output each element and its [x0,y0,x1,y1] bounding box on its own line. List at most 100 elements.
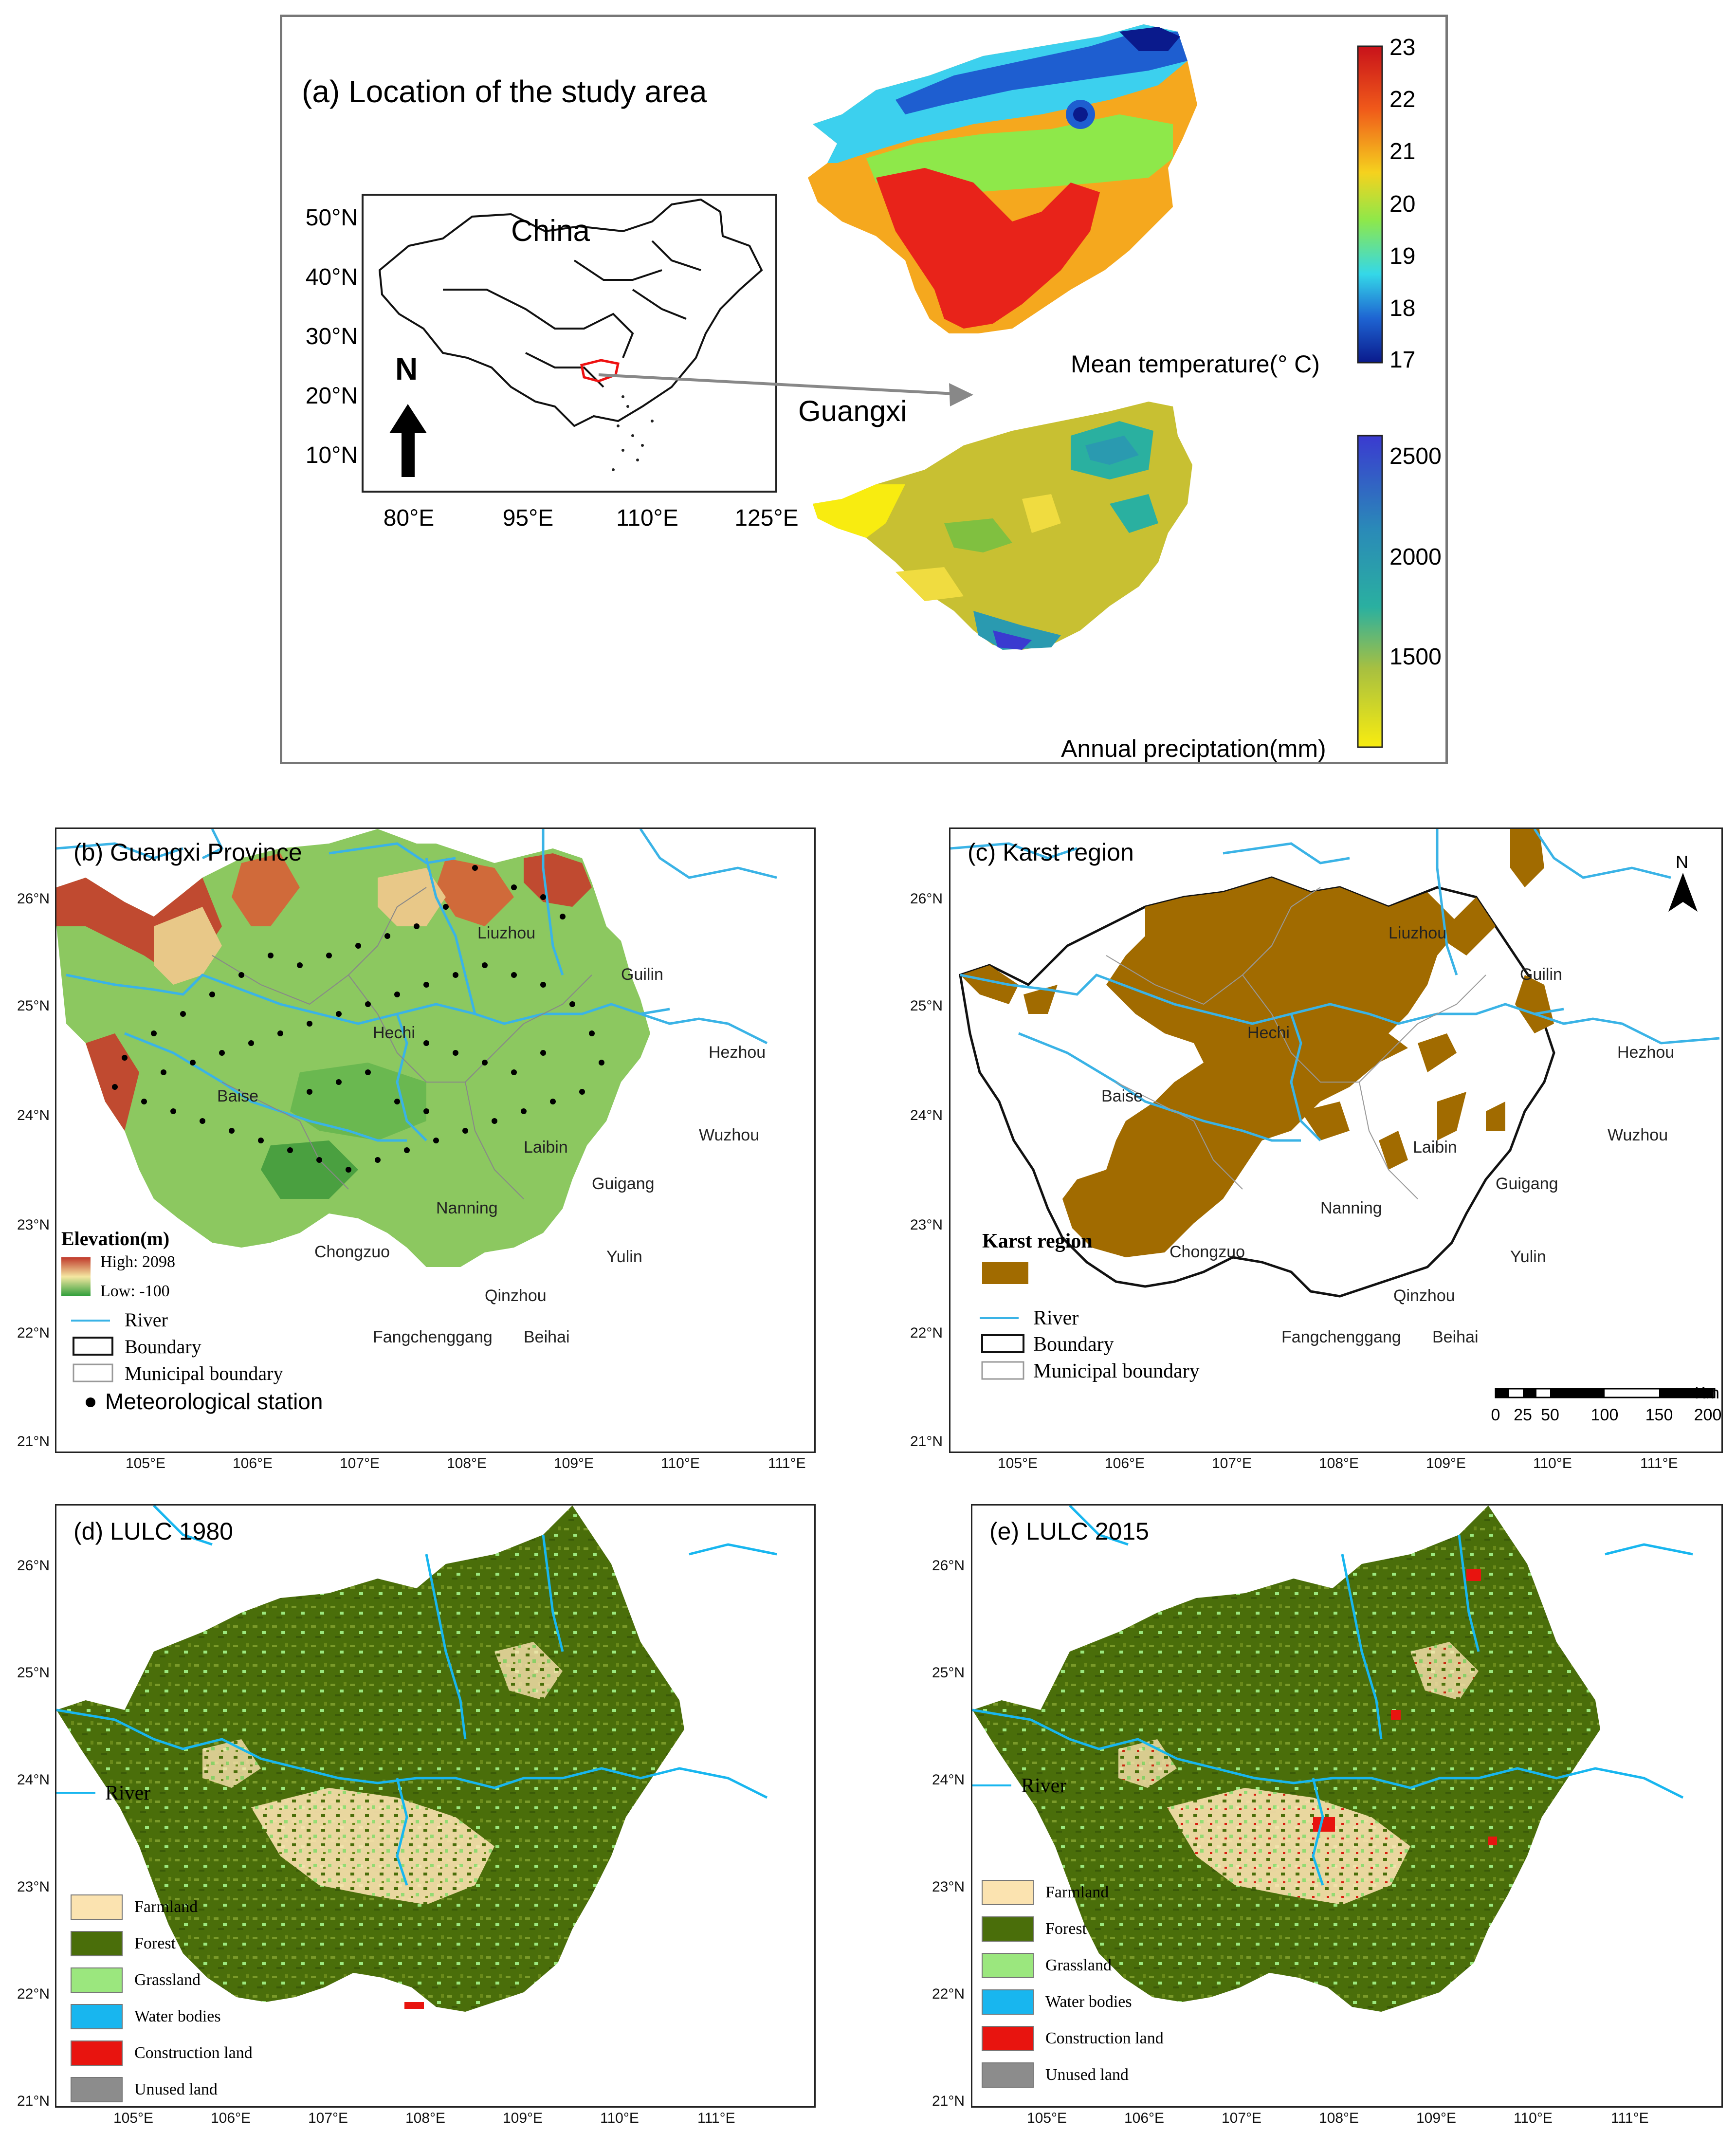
svg-text:95°E: 95°E [503,505,554,531]
lulc-2015-farmland-patches [1167,1788,1410,1905]
svg-text:Nanning: Nanning [1320,1199,1382,1217]
scale-ticks: 0 25 50 100 150 200 [1491,1406,1721,1424]
svg-text:17: 17 [1389,347,1415,373]
svg-text:Forest: Forest [134,1934,176,1952]
panel-e-legend: Farmland Forest Grassland Water bodies C… [982,1880,1164,2088]
panel-b-map: (b) Guangxi Province Liuzhou Guilin Hech… [56,829,777,1414]
svg-text:Hechi: Hechi [1247,1024,1290,1042]
municipal-boundaries-c [1106,887,1486,1199]
svg-text:Beihai: Beihai [1432,1328,1479,1346]
svg-text:125°E: 125°E [734,505,798,531]
svg-text:19: 19 [1389,243,1415,269]
municipal-boundaries-b [212,887,592,1199]
svg-text:Fangchenggang: Fangchenggang [1281,1328,1401,1346]
svg-text:Hezhou: Hezhou [709,1043,766,1062]
svg-text:Qinzhou: Qinzhou [485,1287,547,1305]
guangxi-arrow-head-icon [949,383,973,406]
boundary-c-legend-label: Boundary [1033,1333,1114,1356]
panel-a: (a) Location of the study area China N 5… [280,15,1448,764]
svg-text:Liuzhou: Liuzhou [477,924,535,942]
svg-text:23: 23 [1389,35,1415,60]
river-legend-label: River [125,1309,168,1331]
temperature-map [808,24,1197,333]
municipal-c-legend-label: Municipal boundary [1033,1360,1200,1382]
svg-text:2000: 2000 [1389,544,1442,570]
svg-text:Fangchenggang: Fangchenggang [373,1328,493,1346]
boundary-legend-swatch [73,1337,113,1356]
guangxi-arrow [598,373,964,396]
china-inset-frame [362,194,777,493]
lulc-1980-rivers [56,1506,777,1886]
svg-text:Unused land: Unused land [1045,2066,1129,2084]
svg-text:Chongzuo: Chongzuo [1170,1243,1245,1261]
river-c-legend-label: River [1033,1307,1078,1329]
inset-lat-ticks: 50°N 40°N 30°N 20°N 10°N [306,205,358,468]
panel-e-lon-ticks: 105°E 106°E 107°E 108°E 109°E 110°E 111°… [1027,2110,1649,2126]
svg-text:Wuzhou: Wuzhou [1608,1126,1668,1144]
panel-a-title: (a) Location of the study area [302,74,707,109]
svg-text:50: 50 [1541,1406,1559,1424]
north-label: N [395,351,418,386]
lulc-2015-rivers [972,1506,1693,1886]
svg-text:22: 22 [1389,87,1415,112]
svg-text:Baise: Baise [217,1087,258,1105]
svg-text:Construction land: Construction land [1045,2029,1164,2047]
panel-d-frame: (d) LULC 1980 River Farmland Forest Gras… [55,1504,816,2108]
panel-c-title: (c) Karst region [968,839,1134,866]
svg-text:Baise: Baise [1101,1087,1143,1105]
municipal-legend-swatch [73,1363,113,1382]
panel-c-map: (c) Karst region N Liuzhou Guilin Hechi … [950,829,1721,1424]
svg-text:Chongzuo: Chongzuo [314,1243,390,1261]
svg-text:21: 21 [1389,139,1415,165]
meteorological-stations [112,865,604,1173]
panel-d-lon-ticks: 105°E 106°E 107°E 108°E 109°E 110°E 111°… [113,2110,735,2126]
karst-legend-swatch [982,1262,1028,1284]
svg-text:0: 0 [1491,1406,1500,1424]
svg-text:Guilin: Guilin [621,965,663,984]
scale-bar [1495,1388,1716,1398]
svg-text:80°E: 80°E [384,505,435,531]
panel-d-legend: Farmland Forest Grassland Water bodies C… [71,1894,253,2102]
panel-e-title: (e) LULC 2015 [989,1518,1149,1545]
lulc-2015-landcover [972,1506,1600,2012]
svg-text:Beihai: Beihai [524,1328,570,1346]
scale-unit: Km [1695,1384,1719,1402]
svg-text:Qinzhou: Qinzhou [1393,1287,1455,1305]
lulc-2015-construction [1313,1569,1497,1845]
svg-text:Guigang: Guigang [592,1175,655,1193]
panel-e-lat-ticks: 26°N 25°N 24°N 23°N 22°N 21°N [932,1558,965,2109]
svg-text:Laibin: Laibin [524,1138,568,1157]
panel-b-title: (b) Guangxi Province [73,839,302,866]
panel-c-lon-ticks: 105°E 106°E 107°E 108°E 109°E 110°E 111°… [998,1455,1678,1471]
svg-text:18: 18 [1389,295,1415,321]
north-arrow-icon [389,404,427,477]
panel-e-map: (e) LULC 2015 River Farmland Forest Gras… [972,1506,1693,2088]
svg-text:Water bodies: Water bodies [1045,1993,1132,2011]
elevation-high: High: 2098 [100,1253,175,1271]
guangxi-label: Guangxi [798,395,907,427]
svg-text:Grassland: Grassland [134,1971,201,1989]
panel-a-figure: (a) Location of the study area China N 5… [302,24,1442,762]
svg-text:10°N: 10°N [306,442,358,468]
svg-text:100: 100 [1591,1406,1619,1424]
svg-text:Water bodies: Water bodies [134,2007,221,2025]
svg-text:150: 150 [1645,1406,1673,1424]
svg-text:20°N: 20°N [306,383,358,409]
panel-b-lat-ticks: 26°N 25°N 24°N 23°N 22°N 21°N [17,891,50,1450]
south-china-sea-islands [612,395,654,471]
elevation-legend-title: Elevation(m) [61,1228,169,1250]
precipitation-ticks: 2500 2000 1500 [1389,443,1442,670]
temperature-colorbar [1357,45,1383,364]
svg-text:Grassland: Grassland [1045,1956,1112,1974]
svg-text:Forest: Forest [1045,1920,1087,1938]
inset-lon-ticks: 80°E 95°E 110°E 125°E [384,505,799,531]
svg-text:Construction land: Construction land [134,2044,253,2062]
panel-b-lon-ticks: 105°E 106°E 107°E 108°E 109°E 110°E 111°… [126,1455,806,1471]
svg-text:200: 200 [1694,1406,1721,1424]
panel-d-title: (d) LULC 1980 [73,1518,233,1545]
svg-text:Yulin: Yulin [1510,1248,1546,1266]
precipitation-colorbar [1357,435,1383,748]
karst-areas [960,829,1554,1257]
boundary-legend-label: Boundary [125,1336,201,1358]
municipal-legend-label: Municipal boundary [125,1362,283,1384]
